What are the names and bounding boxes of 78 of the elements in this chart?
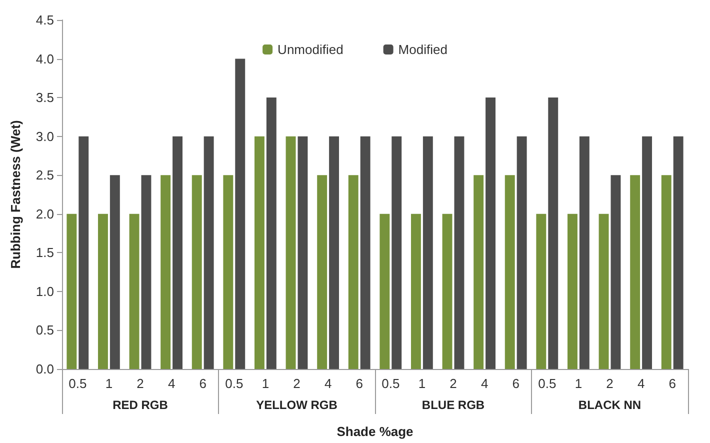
x-tick-label: 0.5: [538, 376, 556, 391]
bar: [642, 136, 652, 369]
bar: [129, 214, 140, 369]
text: RED RGB: [112, 398, 168, 412]
x-tick-label: 6: [199, 376, 206, 391]
y-tick-label: 0.0: [36, 362, 54, 376]
y-tick-label: 1.0: [36, 284, 54, 299]
bar: [442, 214, 452, 369]
bar: [204, 136, 214, 369]
bar: [298, 136, 308, 369]
bar: [673, 136, 684, 369]
bar: [579, 136, 590, 369]
x-tick-label: 1: [574, 376, 582, 391]
bar: [254, 136, 264, 369]
bar: [266, 98, 276, 369]
bar: [536, 214, 546, 369]
y-tick-label: 2.5: [36, 168, 54, 183]
bar: [110, 175, 120, 369]
bar: [98, 214, 108, 369]
text: BLACK NN: [578, 398, 642, 412]
bar: [317, 175, 328, 369]
x-tick-label: 4: [168, 376, 176, 391]
bar: [235, 58, 246, 369]
bar: [610, 175, 621, 369]
bar: [160, 175, 171, 369]
bar: [661, 175, 672, 369]
bar: [474, 175, 484, 369]
x-tick-label: 1: [105, 376, 113, 391]
bar: [598, 214, 609, 369]
bar: [630, 175, 640, 369]
bar: [392, 136, 402, 369]
bar: [348, 175, 358, 369]
x-tick-label: 0.5: [382, 376, 400, 391]
y-tick-label: 1.5: [36, 245, 54, 260]
x-tick-label: 6: [356, 376, 363, 391]
x-tick-label: 2: [450, 376, 457, 391]
bar: [172, 136, 183, 369]
bar: [504, 175, 515, 369]
x-tick-label: 4: [480, 376, 488, 391]
x-tick-label: 6: [668, 376, 676, 391]
bar: [422, 136, 433, 369]
bar: [380, 214, 390, 369]
x-tick-label: 6: [512, 376, 520, 391]
bar: [141, 175, 152, 369]
x-axis-title: Shade %age: [336, 424, 414, 439]
y-tick-label: 2.0: [36, 206, 54, 222]
bar: [66, 214, 77, 369]
bar: [454, 136, 464, 369]
x-tick-label: 4: [324, 376, 332, 391]
bar: [567, 214, 578, 369]
bar: [516, 136, 527, 369]
y-axis-title: Rubbing Fastness (Wet): [8, 120, 23, 269]
bar: [78, 136, 89, 369]
x-tick-label: 2: [136, 376, 144, 391]
y-tick-label: 4.0: [36, 51, 54, 66]
bar: [486, 98, 496, 369]
y-tick-label: 3.0: [36, 128, 54, 144]
x-tick-label: 1: [418, 376, 426, 391]
x-tick-label: 2: [293, 376, 300, 391]
x-tick-label: 0.5: [225, 376, 244, 391]
x-tick-label: 4: [637, 376, 645, 391]
text: BLUE RGB: [422, 398, 485, 412]
bar: [192, 175, 202, 369]
bar: [286, 136, 296, 369]
text: YELLOW RGB: [256, 398, 338, 412]
bar: [548, 98, 558, 369]
legend-label: Modified: [398, 42, 448, 57]
legend-label: Unmodified: [278, 42, 344, 57]
x-tick-label: 1: [262, 376, 270, 391]
y-tick-label: 3.5: [36, 90, 54, 106]
bar: [223, 175, 234, 369]
bar: [410, 214, 421, 369]
y-tick-label: 0.5: [36, 322, 54, 338]
bar: [329, 136, 340, 369]
x-tick-label: 2: [606, 376, 614, 391]
x-tick-label: 0.5: [68, 376, 87, 391]
bar: [360, 136, 370, 369]
y-tick-label: 4.5: [36, 12, 54, 28]
